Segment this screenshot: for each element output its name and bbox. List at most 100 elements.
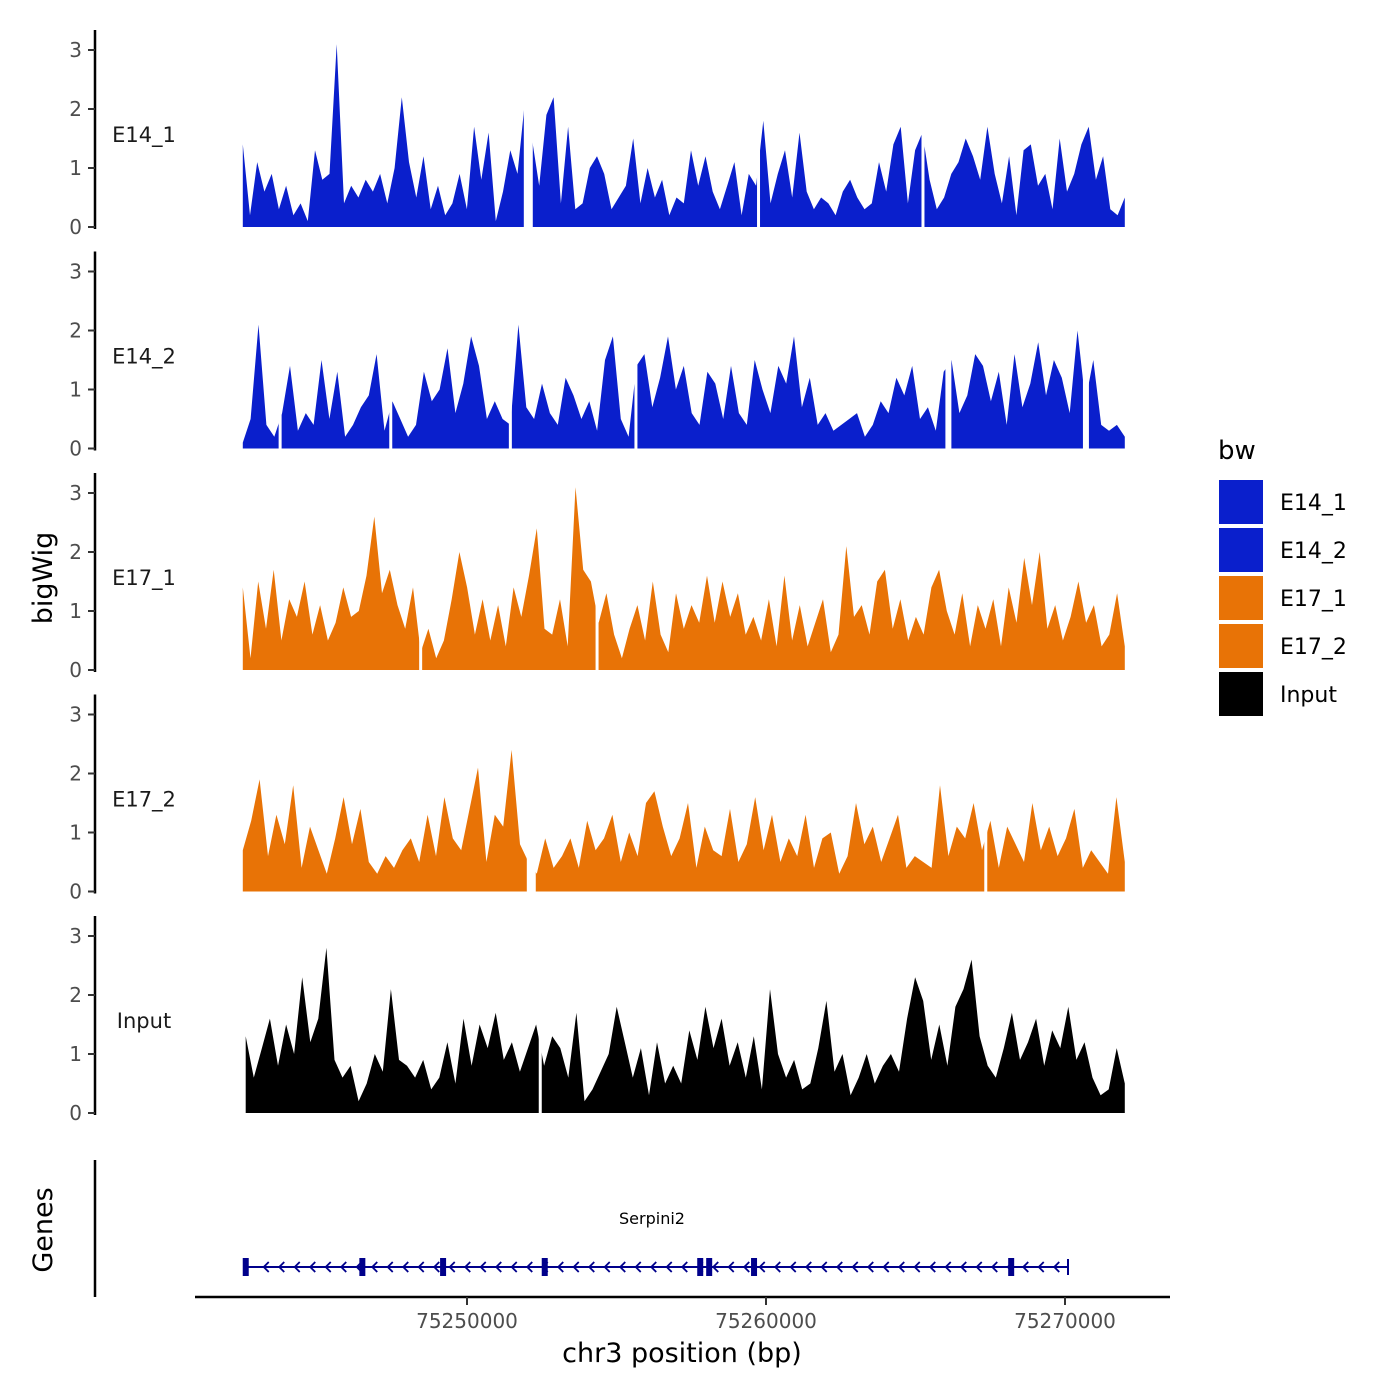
signal-gap [921,30,925,228]
strand-arrow [277,1261,285,1273]
legend-swatch-E17_1 [1217,574,1265,622]
strand-arrow [975,1261,983,1273]
strand-arrow [959,1261,967,1273]
strand-arrow [897,1261,905,1273]
strand-arrow [587,1261,595,1273]
y-tick-label: 2 [69,540,82,564]
strand-arrow [401,1261,409,1273]
strand-arrow [773,1261,781,1273]
track-label: E14_1 [112,123,176,148]
y-tick-label: 3 [69,38,82,62]
strand-arrow [417,1261,425,1273]
signal-area-E17_2 [242,749,1125,892]
strand-arrow [370,1261,378,1273]
strand-arrow [262,1261,270,1273]
legend-label-E17_2: E17_2 [1280,635,1347,660]
gene-track: Genes Serpini2 [28,1160,1069,1297]
y-tick-label: 3 [69,481,82,505]
track-label: E17_2 [112,788,176,813]
y-tick-label: 3 [69,924,82,948]
strand-arrow [835,1261,843,1273]
signal-gap [1082,251,1089,450]
strand-arrow [711,1261,719,1273]
y-tick-label: 1 [69,378,82,402]
signal-gap [523,30,533,228]
track-label: E14_2 [112,345,176,370]
strand-arrow [479,1261,487,1273]
exon-block [541,1258,548,1276]
exon-block [1008,1258,1015,1276]
strand-arrow [649,1261,657,1273]
exon-block [440,1258,447,1276]
signal-area-E17_1 [242,487,1125,670]
x-axis: chr3 position (bp) 75250000 75260000 75270… [195,1295,1170,1369]
signal-gap [526,694,536,893]
strand-arrow [293,1261,301,1273]
signal-area-E14_1 [242,44,1125,227]
y-tick-label: 1 [69,156,82,180]
strand-arrow [603,1261,611,1273]
legend-swatch-E14_1 [1217,478,1265,526]
exon-block [242,1258,249,1276]
signal-gap [634,251,638,450]
strand-arrow [494,1261,502,1273]
exon-block [751,1258,758,1276]
legend-swatch-E17_2 [1217,622,1265,670]
legend-label-E17_1: E17_1 [1280,587,1347,612]
signal-gap [278,251,282,450]
legend-label-Input: Input [1280,683,1337,708]
strand-arrow [913,1261,921,1273]
strand-arrow [990,1261,998,1273]
signal-gap [419,473,423,671]
y-tick-label: 1 [69,599,82,623]
strand-arrow [572,1261,580,1273]
legend-label-E14_2: E14_2 [1280,539,1347,564]
strand-arrow [680,1261,688,1273]
y-tick-label: 0 [69,1101,82,1125]
strand-arrow [510,1261,518,1273]
signal-area-E14_2 [242,324,1125,449]
strand-arrow [525,1261,533,1273]
strand-arrow [1052,1261,1060,1273]
track-Input: 0 1 2 3 Input [69,916,1125,1125]
strand-arrow [727,1261,735,1273]
signal-gap [757,30,761,228]
y-tick-label: 1 [69,1042,82,1066]
legend-title: bw [1218,436,1256,466]
strand-arrow [339,1261,347,1273]
strand-arrow [1037,1261,1045,1273]
strand-arrow [324,1261,332,1273]
track-E14_2: 0 1 2 3 E14_2 [69,251,1125,461]
strand-arrow [386,1261,394,1273]
x-tick-label: 75270000 [1014,1309,1116,1333]
genes-axis-title: Genes [28,1187,59,1272]
y-tick-label: 2 [69,97,82,121]
signal-gap [984,694,988,893]
y-tick-label: 3 [69,260,82,284]
strand-arrow [944,1261,952,1273]
strand-arrow [665,1261,673,1273]
track-E17_2: 0 1 2 3 E17_2 [69,694,1125,904]
strand-arrow [851,1261,859,1273]
y-tick-label: 2 [69,983,82,1007]
tracks-group: 0 1 2 3 E14_1 0 1 2 3 E14_2 0 1 2 3 E17_1 0 1 2 3 E17_2 0 1 2 3… [69,30,1125,1125]
strand-arrow [882,1261,890,1273]
gene-Serpini2: Serpini2 [242,1209,1069,1276]
strand-arrow [820,1261,828,1273]
exon-block [359,1258,366,1276]
signal-gap [508,251,512,450]
y-tick-label: 1 [69,821,82,845]
y-tick-label: 0 [69,437,82,461]
signal-gap [389,251,393,450]
legend-label-E14_1: E14_1 [1280,491,1347,516]
track-label: Input [117,1009,171,1033]
legend: bw E14_1 E14_2 E17_1 E17_2 Input [1217,436,1347,718]
y-tick-label: 0 [69,215,82,239]
y-tick-label: 3 [69,703,82,727]
exon-block [706,1258,713,1276]
strand-arrow [556,1261,564,1273]
track-E17_1: 0 1 2 3 E17_1 [69,473,1125,682]
strand-arrow [789,1261,797,1273]
exon-block [697,1258,704,1276]
